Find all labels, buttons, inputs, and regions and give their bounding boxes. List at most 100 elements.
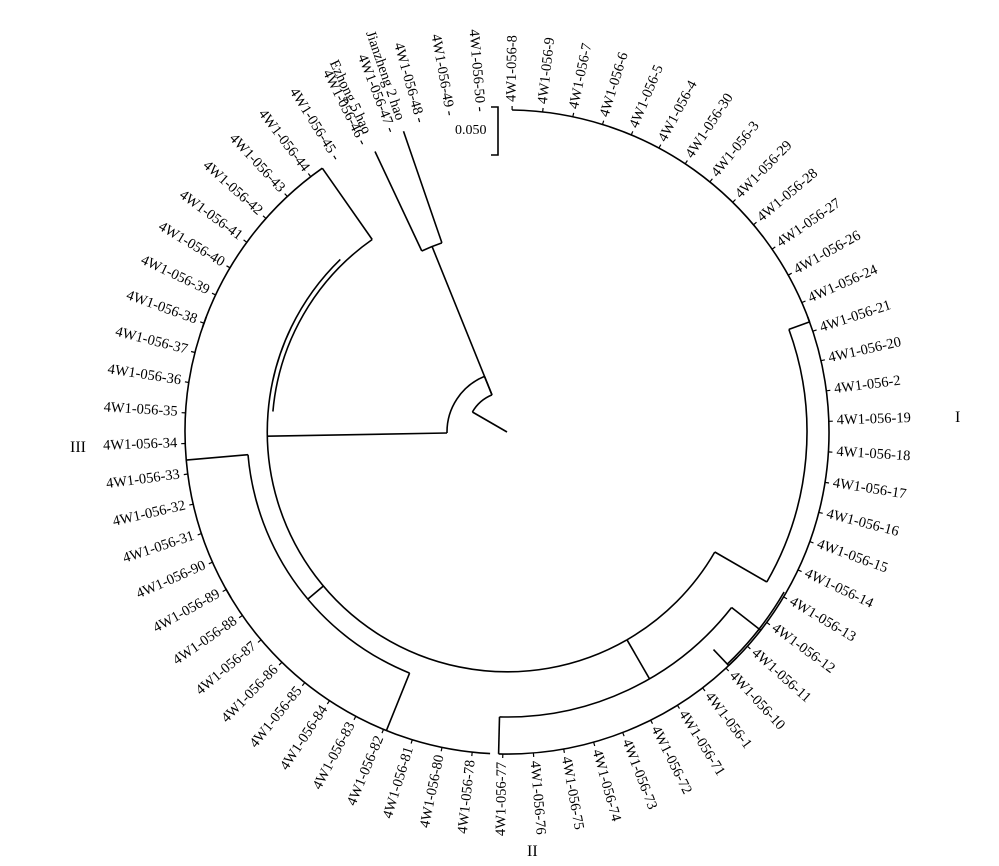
leaf-label: 4W1-056-17 xyxy=(832,475,908,502)
leaf-label: 4W1-056-80 xyxy=(417,753,448,829)
leaf-label: 4W1-056-77 xyxy=(493,762,510,836)
backbone-branch xyxy=(266,432,448,437)
leaf-tick xyxy=(190,350,196,354)
clade-arc xyxy=(498,657,738,755)
scale-bar: 0.050 xyxy=(455,106,499,156)
outgroup-arc xyxy=(421,242,443,252)
leaf-tick xyxy=(746,645,751,650)
leaf-tick xyxy=(238,615,243,619)
leaf-tick xyxy=(183,473,188,476)
leaf-tick xyxy=(542,107,544,113)
leaf-tick xyxy=(360,140,364,145)
leaf-tick xyxy=(601,120,605,125)
root-arc xyxy=(471,394,493,413)
leaf-label: 4W1-056-20 xyxy=(827,334,903,366)
cluster-ii-arc xyxy=(499,607,733,718)
backbone-branch xyxy=(714,551,768,583)
clade-arc xyxy=(224,587,491,755)
leaf-labels: 4W1-056-8 4W1-056-9 4W1-056-7 4W1-056-64W1-… xyxy=(103,29,911,837)
leaf-tick xyxy=(440,747,443,752)
backbone-arc xyxy=(272,238,373,412)
leaf-tick xyxy=(818,511,823,514)
leaf-tick xyxy=(417,118,421,123)
scale-bar-label: 0.050 xyxy=(455,123,487,138)
leaf-label: 4W1-056-6 xyxy=(597,50,632,119)
leaf-tick xyxy=(783,596,788,600)
backbone-branch xyxy=(626,639,651,680)
leaf-tick xyxy=(787,272,792,276)
leaf-label: 4W1-056-49 xyxy=(428,33,457,109)
leaf-tick xyxy=(388,127,392,133)
tree-branches xyxy=(184,109,830,755)
outgroup-branch xyxy=(402,131,443,244)
scale-bar-line xyxy=(491,106,499,156)
leaf-label: 4W1-056-36 xyxy=(107,361,183,388)
leaf-label: 4W1-056-16 xyxy=(825,506,901,540)
leaf-tick xyxy=(702,687,706,692)
leaf-label: 4W1-056-78 xyxy=(455,759,479,834)
leaf-label: 4W1-056-37 xyxy=(114,324,190,358)
leaf-tick xyxy=(278,661,283,666)
leaf-tick xyxy=(572,112,575,117)
leaf-label: 4W1-056-50 xyxy=(466,29,488,104)
leaf-tick xyxy=(226,265,231,269)
leaf-tick xyxy=(593,741,596,747)
clade-arc xyxy=(512,109,811,323)
leaf-tick xyxy=(189,503,194,506)
leaf-label: 4W1-056-33 xyxy=(105,467,181,493)
leaf-tick xyxy=(257,639,262,643)
leaf-tick xyxy=(622,732,625,737)
cluster-iii-arc xyxy=(247,454,410,674)
outgroup-branch xyxy=(431,246,493,396)
leaf-tick xyxy=(812,329,817,332)
leaf-tick xyxy=(658,144,662,149)
cluster-label-iii: III xyxy=(70,439,86,456)
leaf-tick xyxy=(766,621,771,626)
leaf-tick xyxy=(208,561,213,565)
leaf-label: 4W1-056-24 xyxy=(806,261,881,306)
leaf-tick xyxy=(381,729,385,734)
leaf-tick xyxy=(222,589,227,593)
leaf-label: 4W1-056-35 xyxy=(103,399,178,419)
leaf-label: 4W1-056-76 xyxy=(527,760,549,835)
cluster-ii-branch xyxy=(497,716,501,754)
leaf-tick xyxy=(301,682,306,687)
leaf-tick xyxy=(809,541,814,544)
leaf-tick xyxy=(684,160,688,165)
leaf-tick xyxy=(676,704,681,709)
leaf-tick xyxy=(410,739,413,744)
leaf-label: 4W1-056-5 xyxy=(626,63,667,131)
leaf-tick xyxy=(650,719,654,724)
leaf-tick xyxy=(243,239,248,243)
leaf-label: 4W1-056-7 xyxy=(566,42,595,111)
cluster-label-i: I xyxy=(955,409,960,426)
leaf-tick xyxy=(820,359,826,362)
leaf-label: 4W1-056-38 xyxy=(124,287,199,327)
leaf-label: 4W1-056-73 xyxy=(619,737,661,812)
leaf-tick xyxy=(709,178,713,183)
outgroup-branch xyxy=(374,151,423,252)
leaf-tick xyxy=(753,221,757,226)
leaf-tick xyxy=(197,533,202,536)
leaf-label: 4W1-056-75 xyxy=(558,755,587,831)
leaf-tick xyxy=(307,173,312,178)
leaf-label: 4W1-056-32 xyxy=(111,498,187,530)
clade-arc xyxy=(201,167,323,328)
leaf-tick xyxy=(801,300,806,304)
leaf-tick xyxy=(199,321,205,324)
cluster-iii-branch xyxy=(385,672,411,731)
backbone-arc xyxy=(626,551,716,641)
leaf-tick xyxy=(184,381,189,384)
leaf-tick xyxy=(262,215,267,219)
leaf-tick xyxy=(448,111,450,116)
cluster-i-arc xyxy=(726,591,785,665)
leaf-tick xyxy=(725,667,730,672)
leaf-label: 4W1-056-82 xyxy=(344,733,387,808)
leaf-tick xyxy=(826,389,831,392)
cluster-i-branch xyxy=(788,321,810,331)
leaf-tick xyxy=(824,481,830,484)
leaf-tick xyxy=(797,569,802,573)
leaf-tick xyxy=(771,246,776,250)
backbone-branch xyxy=(307,585,324,600)
leaf-tick xyxy=(353,716,357,721)
